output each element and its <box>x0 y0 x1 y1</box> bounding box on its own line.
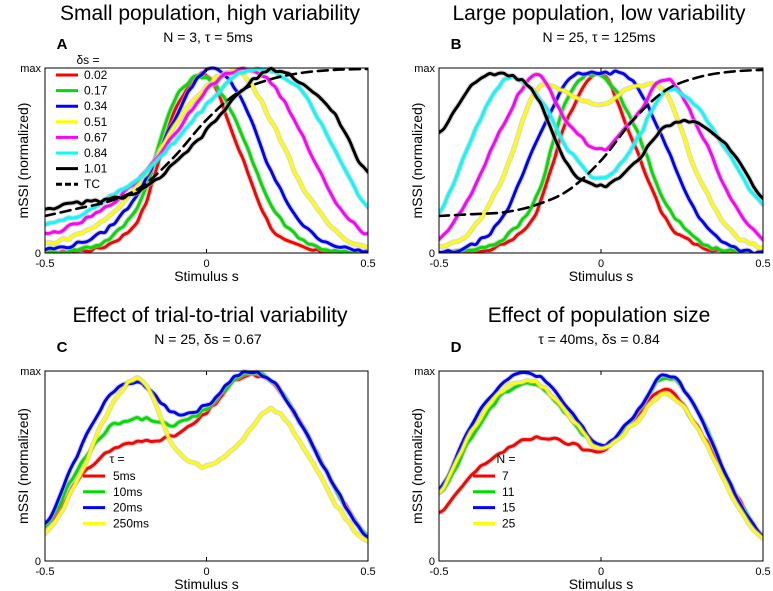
x-tick-label: 0 <box>598 258 604 270</box>
legend-label: 15 <box>502 501 516 515</box>
legend-label: 1.01 <box>84 162 108 176</box>
series-group <box>439 369 763 542</box>
panel-letter: B <box>451 36 462 53</box>
y-tick-label: max <box>20 63 41 75</box>
y-tick-label: 0 <box>35 556 41 568</box>
legend-label: 0.02 <box>84 68 108 82</box>
panel-d: Effect of population size τ = 40ms, δs = … <box>409 304 771 591</box>
series-line-TC <box>45 67 368 218</box>
y-tick-label: max <box>414 63 435 75</box>
panel-subtitle: N = 3, τ = 5ms <box>163 29 253 45</box>
x-tick-label: 0.5 <box>360 566 375 578</box>
legend-label: 10ms <box>113 485 142 499</box>
series-line-15 <box>439 370 763 539</box>
legend-label: 0.34 <box>84 99 108 113</box>
series-halo-0.84 <box>439 74 763 216</box>
series-line-1.01 <box>45 66 368 211</box>
x-tick-label: 0.5 <box>755 566 770 578</box>
series-halo-20ms <box>45 369 368 541</box>
series-group <box>439 68 763 253</box>
y-axis-label: mSSI (normalized) <box>15 408 31 524</box>
x-axis-label: Stimulus s <box>569 576 634 591</box>
y-tick-label: 0 <box>429 248 435 260</box>
legend-label: 0.51 <box>84 115 108 129</box>
y-axis-label: mSSI (normalized) <box>15 103 31 219</box>
legend-title: N = <box>496 452 515 466</box>
panel-title: Effect of trial-to-trial variability <box>72 304 348 327</box>
y-axis-label: mSSI (normalized) <box>409 103 425 219</box>
x-tick-label: -0.5 <box>430 566 449 578</box>
series-line-0.67 <box>439 72 763 242</box>
panel-b: Large population, low variability N = 25,… <box>409 2 771 284</box>
series-line-0.84 <box>439 75 763 215</box>
panel-subtitle: N = 25, τ = 125ms <box>543 29 656 45</box>
legend-label: 25 <box>502 516 516 530</box>
panel-letter: A <box>57 36 68 53</box>
legend-label: TC <box>84 177 100 191</box>
legend-title: δs = <box>76 53 99 67</box>
y-axis-label: mSSI (normalized) <box>409 408 425 524</box>
series-line-1.01 <box>439 71 763 201</box>
y-tick-label: max <box>414 366 435 378</box>
x-axis-label: Stimulus s <box>174 268 239 284</box>
series-line-0.17 <box>45 74 368 253</box>
series-line-250ms <box>45 376 368 543</box>
legend-title: τ = <box>109 452 124 466</box>
x-axis-label: Stimulus s <box>569 268 634 284</box>
panel-a: Small population, high variability N = 3,… <box>15 2 376 284</box>
series-line-0.67 <box>45 66 368 236</box>
panel-letter: C <box>57 339 68 356</box>
x-tick-label: -0.5 <box>36 258 55 270</box>
panel-subtitle: τ = 40ms, δs = 0.84 <box>538 331 660 347</box>
series-line-TC <box>439 68 763 218</box>
x-tick-label: 0.5 <box>360 258 375 270</box>
y-tick-label: 0 <box>429 556 435 568</box>
panel-c: Effect of trial-to-trial variability N = … <box>15 304 376 591</box>
series-group <box>45 369 368 544</box>
legend-label: 0.84 <box>84 146 108 160</box>
x-tick-label: 0 <box>203 566 209 578</box>
series-line-20ms <box>45 370 368 539</box>
series-halo-15 <box>439 369 763 540</box>
panel-title: Large population, low variability <box>452 2 746 25</box>
panel-letter: D <box>451 339 462 356</box>
x-axis-label: Stimulus s <box>174 576 239 591</box>
y-tick-label: max <box>20 366 41 378</box>
legend-label: 0.17 <box>84 84 108 98</box>
panel-subtitle: N = 25, δs = 0.67 <box>154 331 262 347</box>
x-tick-label: 0 <box>598 566 604 578</box>
legend-label: 0.67 <box>84 130 108 144</box>
x-tick-label: 0 <box>203 258 209 270</box>
series-line-0.51 <box>439 82 763 250</box>
panel-title: Effect of population size <box>488 304 711 327</box>
legend-label: 5ms <box>113 469 136 483</box>
series-line-25 <box>439 378 763 540</box>
x-tick-label: 0.5 <box>755 258 770 270</box>
legend-label: 11 <box>502 485 515 499</box>
x-tick-label: -0.5 <box>36 566 55 578</box>
panel-title: Small population, high variability <box>60 2 360 25</box>
legend-label: 250ms <box>113 516 149 530</box>
legend-label: 20ms <box>113 501 142 515</box>
series-line-0.34 <box>439 69 763 253</box>
y-tick-label: 0 <box>35 248 41 260</box>
x-tick-label: -0.5 <box>430 258 449 270</box>
legend-label: 7 <box>502 469 509 483</box>
